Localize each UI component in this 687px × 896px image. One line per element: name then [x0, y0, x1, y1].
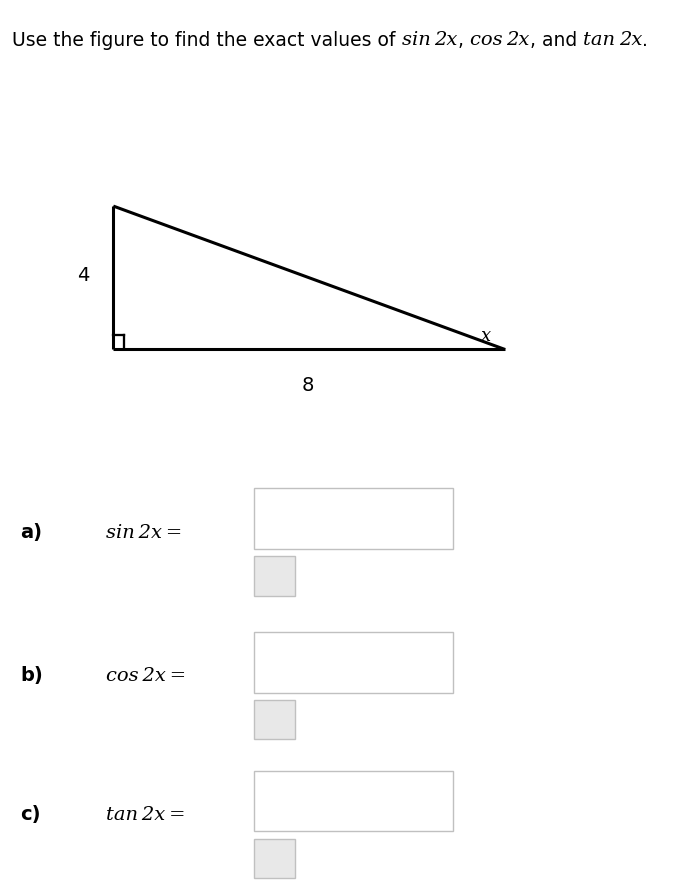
Text: 2x: 2x — [434, 31, 458, 49]
Text: sin: sin — [402, 31, 434, 49]
Text: a): a) — [21, 523, 43, 542]
Text: , and: , and — [530, 31, 583, 50]
Bar — [254, 488, 453, 549]
Bar — [254, 632, 453, 693]
Text: tan: tan — [583, 31, 619, 49]
Text: b): b) — [21, 667, 43, 685]
Text: c): c) — [21, 806, 41, 824]
Bar — [254, 556, 295, 596]
Text: cos 2x =: cos 2x = — [106, 668, 187, 685]
Text: sin 2x =: sin 2x = — [106, 524, 183, 542]
Bar — [254, 839, 295, 878]
Text: ,: , — [458, 31, 470, 50]
Text: 4: 4 — [77, 266, 89, 286]
Text: Use the figure to find the exact values of: Use the figure to find the exact values … — [12, 31, 402, 50]
Bar — [254, 771, 453, 831]
Bar — [254, 700, 295, 739]
Text: 2x: 2x — [506, 31, 530, 49]
Text: 2x: 2x — [619, 31, 642, 49]
Text: 8: 8 — [302, 376, 314, 395]
Text: tan 2x =: tan 2x = — [106, 806, 186, 824]
Text: x: x — [481, 327, 491, 345]
Text: .: . — [642, 31, 648, 50]
Text: cos: cos — [470, 31, 506, 49]
